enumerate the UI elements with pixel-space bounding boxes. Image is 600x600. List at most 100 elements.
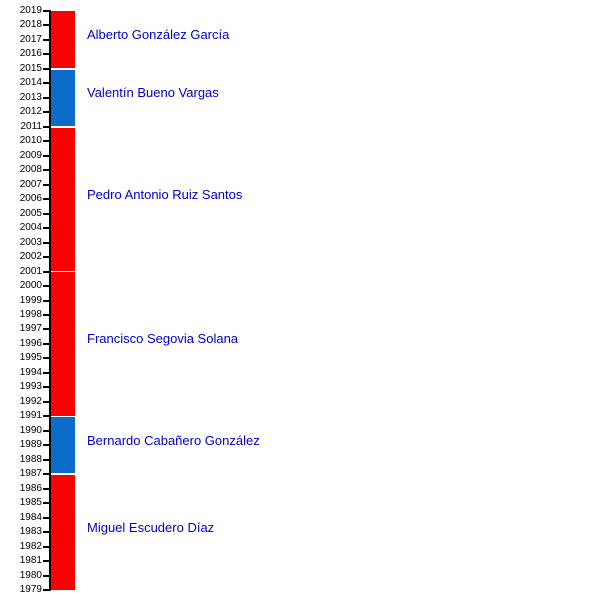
year-tick-label: 2012 bbox=[19, 106, 42, 118]
year-tick-label: 1992 bbox=[19, 395, 42, 407]
year-tick-mark bbox=[43, 53, 50, 56]
year-tick-mark bbox=[43, 545, 50, 548]
term-bar bbox=[51, 474, 75, 590]
year-tick-mark bbox=[43, 125, 50, 128]
year-tick-label: 1990 bbox=[19, 424, 42, 436]
year-tick-mark bbox=[43, 183, 50, 186]
year-tick-label: 1983 bbox=[19, 526, 42, 538]
term-name-label: Valentín Bueno Vargas bbox=[87, 85, 219, 101]
year-tick-mark bbox=[43, 458, 50, 461]
term-name-label: Miguel Escudero Díaz bbox=[87, 519, 215, 535]
year-tick-label: 1984 bbox=[19, 511, 42, 523]
term-name-label: Pedro Antonio Ruiz Santos bbox=[87, 186, 243, 202]
year-tick-label: 2004 bbox=[19, 222, 42, 234]
term-separator-line bbox=[51, 68, 75, 70]
year-tick-label: 2006 bbox=[19, 193, 42, 205]
year-tick-mark bbox=[43, 38, 50, 41]
term-bar bbox=[51, 126, 75, 272]
year-tick-label: 2016 bbox=[19, 48, 42, 60]
year-tick-label: 2011 bbox=[20, 120, 42, 132]
year-tick-mark bbox=[43, 169, 50, 172]
year-tick-mark bbox=[43, 270, 50, 273]
year-tick-label: 2017 bbox=[19, 33, 42, 45]
year-tick-mark bbox=[43, 400, 50, 403]
year-tick-label: 1991 bbox=[19, 410, 42, 422]
year-tick-label: 1994 bbox=[19, 366, 42, 378]
year-tick-mark bbox=[43, 227, 50, 230]
year-tick-mark bbox=[43, 154, 50, 157]
year-tick-label: 2003 bbox=[19, 236, 42, 248]
year-tick-label: 1996 bbox=[19, 337, 42, 349]
year-tick-label: 2001 bbox=[19, 265, 42, 277]
term-name-label: Bernardo Cabañero González bbox=[87, 432, 260, 448]
year-tick-mark bbox=[43, 299, 50, 302]
year-tick-label: 1985 bbox=[19, 497, 42, 509]
year-tick-label: 2013 bbox=[19, 91, 42, 103]
year-tick-mark bbox=[43, 342, 50, 345]
year-tick-label: 1988 bbox=[19, 453, 42, 465]
year-tick-label: 2010 bbox=[19, 135, 42, 147]
time-axis-line bbox=[49, 10, 51, 591]
year-tick-mark bbox=[43, 574, 50, 577]
year-tick-mark bbox=[43, 140, 50, 143]
year-tick-label: 1993 bbox=[19, 381, 42, 393]
year-tick-mark bbox=[43, 313, 50, 316]
year-tick-label: 2014 bbox=[19, 77, 42, 89]
year-tick-label: 1989 bbox=[19, 439, 42, 451]
year-tick-label: 2005 bbox=[19, 207, 42, 219]
year-tick-label: 1995 bbox=[19, 352, 42, 364]
year-tick-label: 1979 bbox=[19, 584, 42, 595]
year-tick-label: 2019 bbox=[19, 5, 42, 16]
year-tick-label: 1982 bbox=[19, 540, 42, 552]
year-tick-mark bbox=[43, 560, 50, 563]
term-separator-line bbox=[51, 270, 75, 273]
year-tick-label: 2007 bbox=[19, 178, 42, 190]
year-tick-mark bbox=[43, 67, 50, 70]
term-separator-line bbox=[51, 126, 75, 128]
year-tick-label: 2018 bbox=[19, 19, 42, 31]
year-tick-mark bbox=[43, 487, 50, 490]
term-separator-line bbox=[51, 473, 75, 475]
year-tick-label: 1997 bbox=[19, 323, 42, 335]
year-tick-label: 1998 bbox=[19, 308, 42, 320]
term-separator-line bbox=[51, 415, 75, 418]
year-tick-mark bbox=[43, 328, 50, 331]
year-tick-label: 2000 bbox=[19, 280, 42, 292]
year-tick-label: 1980 bbox=[19, 569, 42, 581]
year-tick-label: 1986 bbox=[19, 482, 42, 494]
year-tick-mark bbox=[43, 82, 50, 85]
year-tick-mark bbox=[43, 357, 50, 360]
year-tick-label: 1999 bbox=[19, 294, 42, 306]
year-tick-mark bbox=[43, 212, 50, 215]
year-tick-label: 2008 bbox=[19, 164, 42, 176]
year-tick-mark bbox=[43, 24, 50, 27]
year-tick-label: 1987 bbox=[19, 468, 42, 480]
year-tick-mark bbox=[43, 10, 50, 12]
term-bar bbox=[51, 11, 75, 69]
year-tick-mark bbox=[43, 502, 50, 505]
year-tick-mark bbox=[43, 516, 50, 519]
year-tick-mark bbox=[43, 111, 50, 114]
term-name-label: Alberto González García bbox=[87, 27, 230, 43]
year-tick-mark bbox=[43, 256, 50, 259]
year-tick-mark bbox=[43, 371, 50, 374]
year-tick-label: 2015 bbox=[19, 62, 42, 74]
year-tick-mark bbox=[43, 429, 50, 432]
year-tick-mark bbox=[43, 96, 50, 99]
term-bar bbox=[51, 271, 75, 417]
year-tick-label: 2009 bbox=[19, 149, 42, 161]
year-tick-mark bbox=[43, 589, 50, 591]
year-tick-mark bbox=[43, 444, 50, 447]
year-tick-mark bbox=[43, 285, 50, 288]
year-tick-label: 1981 bbox=[19, 555, 42, 567]
year-tick-mark bbox=[43, 241, 50, 244]
year-tick-mark bbox=[43, 198, 50, 201]
year-tick-label: 2002 bbox=[19, 251, 42, 263]
term-bar bbox=[51, 416, 75, 475]
term-bar bbox=[51, 68, 75, 127]
term-name-label: Francisco Segovia Solana bbox=[87, 331, 239, 347]
year-tick-mark bbox=[43, 531, 50, 534]
year-tick-mark bbox=[43, 386, 50, 389]
year-tick-mark bbox=[43, 473, 50, 476]
